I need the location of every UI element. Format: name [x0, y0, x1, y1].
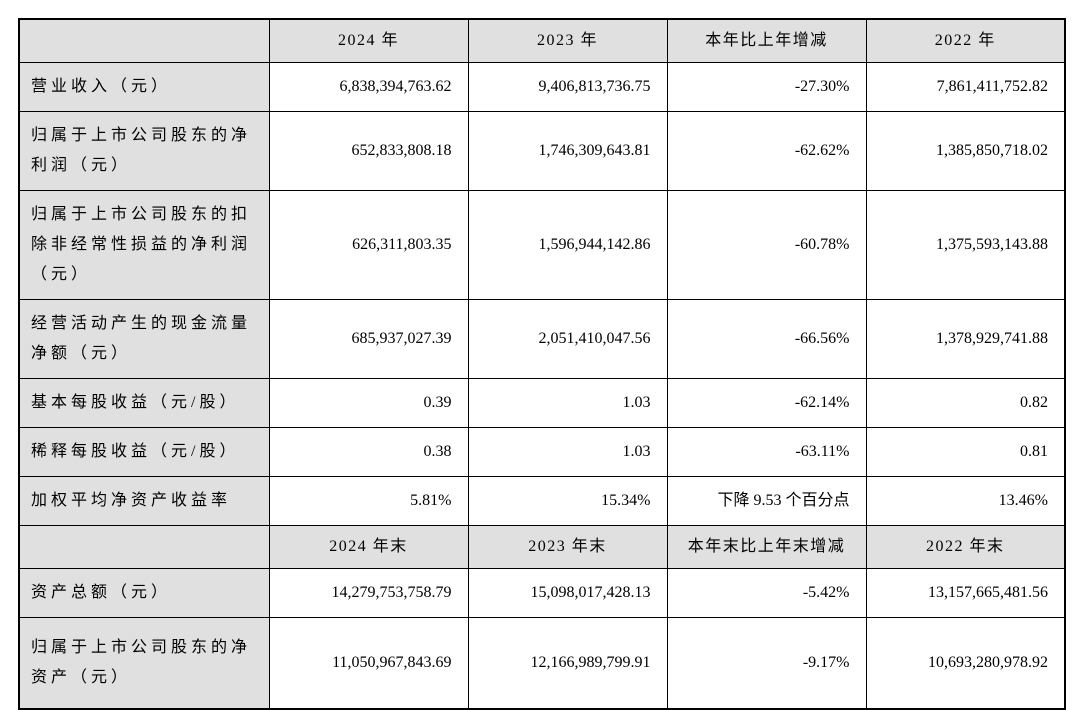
table-row: 基本每股收益（元/股） 0.39 1.03 -62.14% 0.82 [18, 378, 1066, 428]
header-2024-eoy: 2024 年末 [268, 525, 469, 569]
cell-value: 下降 9.53 个百分点 [666, 476, 867, 526]
cell-value: 0.81 [865, 427, 1066, 477]
cell-value: 1,385,850,718.02 [865, 111, 1066, 191]
cell-value: -62.14% [666, 378, 867, 428]
header-yoy-change: 本年比上年增减 [666, 18, 867, 63]
cell-value: 1,378,929,741.88 [865, 299, 1066, 379]
cell-value: 13.46% [865, 476, 1066, 526]
header-row-eoy: 2024 年末 2023 年末 本年末比上年末增减 2022 年末 [18, 525, 1066, 569]
cell-value: 0.82 [865, 378, 1066, 428]
header-2024: 2024 年 [268, 18, 469, 63]
cell-value: 0.38 [268, 427, 469, 477]
cell-value: 1,375,593,143.88 [865, 190, 1066, 300]
table-row: 加权平均净资产收益率 5.81% 15.34% 下降 9.53 个百分点 13.… [18, 476, 1066, 526]
key-financials-table: 2024 年 2023 年 本年比上年增减 2022 年 营业收入（元） 6,8… [18, 18, 1066, 710]
cell-value: 685,937,027.39 [268, 299, 469, 379]
cell-value: 9,406,813,736.75 [467, 62, 668, 112]
cell-value: 10,693,280,978.92 [865, 617, 1066, 710]
header-corner-annual [18, 18, 270, 63]
cell-value: 14,279,753,758.79 [268, 568, 469, 618]
cell-value: 1,596,944,142.86 [467, 190, 668, 300]
row-label: 营业收入（元） [18, 62, 270, 112]
header-row-annual: 2024 年 2023 年 本年比上年增减 2022 年 [18, 18, 1066, 63]
cell-value: -60.78% [666, 190, 867, 300]
cell-value: -66.56% [666, 299, 867, 379]
cell-value: 12,166,989,799.91 [467, 617, 668, 710]
row-label: 稀释每股收益（元/股） [18, 427, 270, 477]
header-2022-eoy: 2022 年末 [865, 525, 1066, 569]
header-2023-eoy: 2023 年末 [467, 525, 668, 569]
row-label: 资产总额（元） [18, 568, 270, 618]
table-row: 经营活动产生的现金流量净额（元） 685,937,027.39 2,051,41… [18, 299, 1066, 379]
cell-value: -63.11% [666, 427, 867, 477]
table-row: 营业收入（元） 6,838,394,763.62 9,406,813,736.7… [18, 62, 1066, 112]
cell-value: 1,746,309,643.81 [467, 111, 668, 191]
header-corner-eoy [18, 525, 270, 569]
cell-value: 1.03 [467, 378, 668, 428]
row-label: 加权平均净资产收益率 [18, 476, 270, 526]
cell-value: 1.03 [467, 427, 668, 477]
cell-value: 652,833,808.18 [268, 111, 469, 191]
cell-value: 11,050,967,843.69 [268, 617, 469, 710]
row-label: 归属于上市公司股东的净资产（元） [18, 617, 270, 710]
cell-value: 626,311,803.35 [268, 190, 469, 300]
cell-value: 0.39 [268, 378, 469, 428]
cell-value: 6,838,394,763.62 [268, 62, 469, 112]
table-row: 归属于上市公司股东的净资产（元） 11,050,967,843.69 12,16… [18, 617, 1066, 710]
cell-value: -9.17% [666, 617, 867, 710]
header-2023: 2023 年 [467, 18, 668, 63]
cell-value: 13,157,665,481.56 [865, 568, 1066, 618]
cell-value: 15.34% [467, 476, 668, 526]
table-row: 稀释每股收益（元/股） 0.38 1.03 -63.11% 0.81 [18, 427, 1066, 477]
table-row: 资产总额（元） 14,279,753,758.79 15,098,017,428… [18, 568, 1066, 618]
table-row: 归属于上市公司股东的扣除非经常性损益的净利润（元） 626,311,803.35… [18, 190, 1066, 300]
row-label: 经营活动产生的现金流量净额（元） [18, 299, 270, 379]
header-eoy-change: 本年末比上年末增减 [666, 525, 867, 569]
header-2022: 2022 年 [865, 18, 1066, 63]
cell-value: 5.81% [268, 476, 469, 526]
cell-value: -27.30% [666, 62, 867, 112]
cell-value: 15,098,017,428.13 [467, 568, 668, 618]
row-label: 归属于上市公司股东的净利润（元） [18, 111, 270, 191]
table-row: 归属于上市公司股东的净利润（元） 652,833,808.18 1,746,30… [18, 111, 1066, 191]
cell-value: 7,861,411,752.82 [865, 62, 1066, 112]
cell-value: -62.62% [666, 111, 867, 191]
row-label: 基本每股收益（元/股） [18, 378, 270, 428]
cell-value: -5.42% [666, 568, 867, 618]
cell-value: 2,051,410,047.56 [467, 299, 668, 379]
row-label: 归属于上市公司股东的扣除非经常性损益的净利润（元） [18, 190, 270, 300]
